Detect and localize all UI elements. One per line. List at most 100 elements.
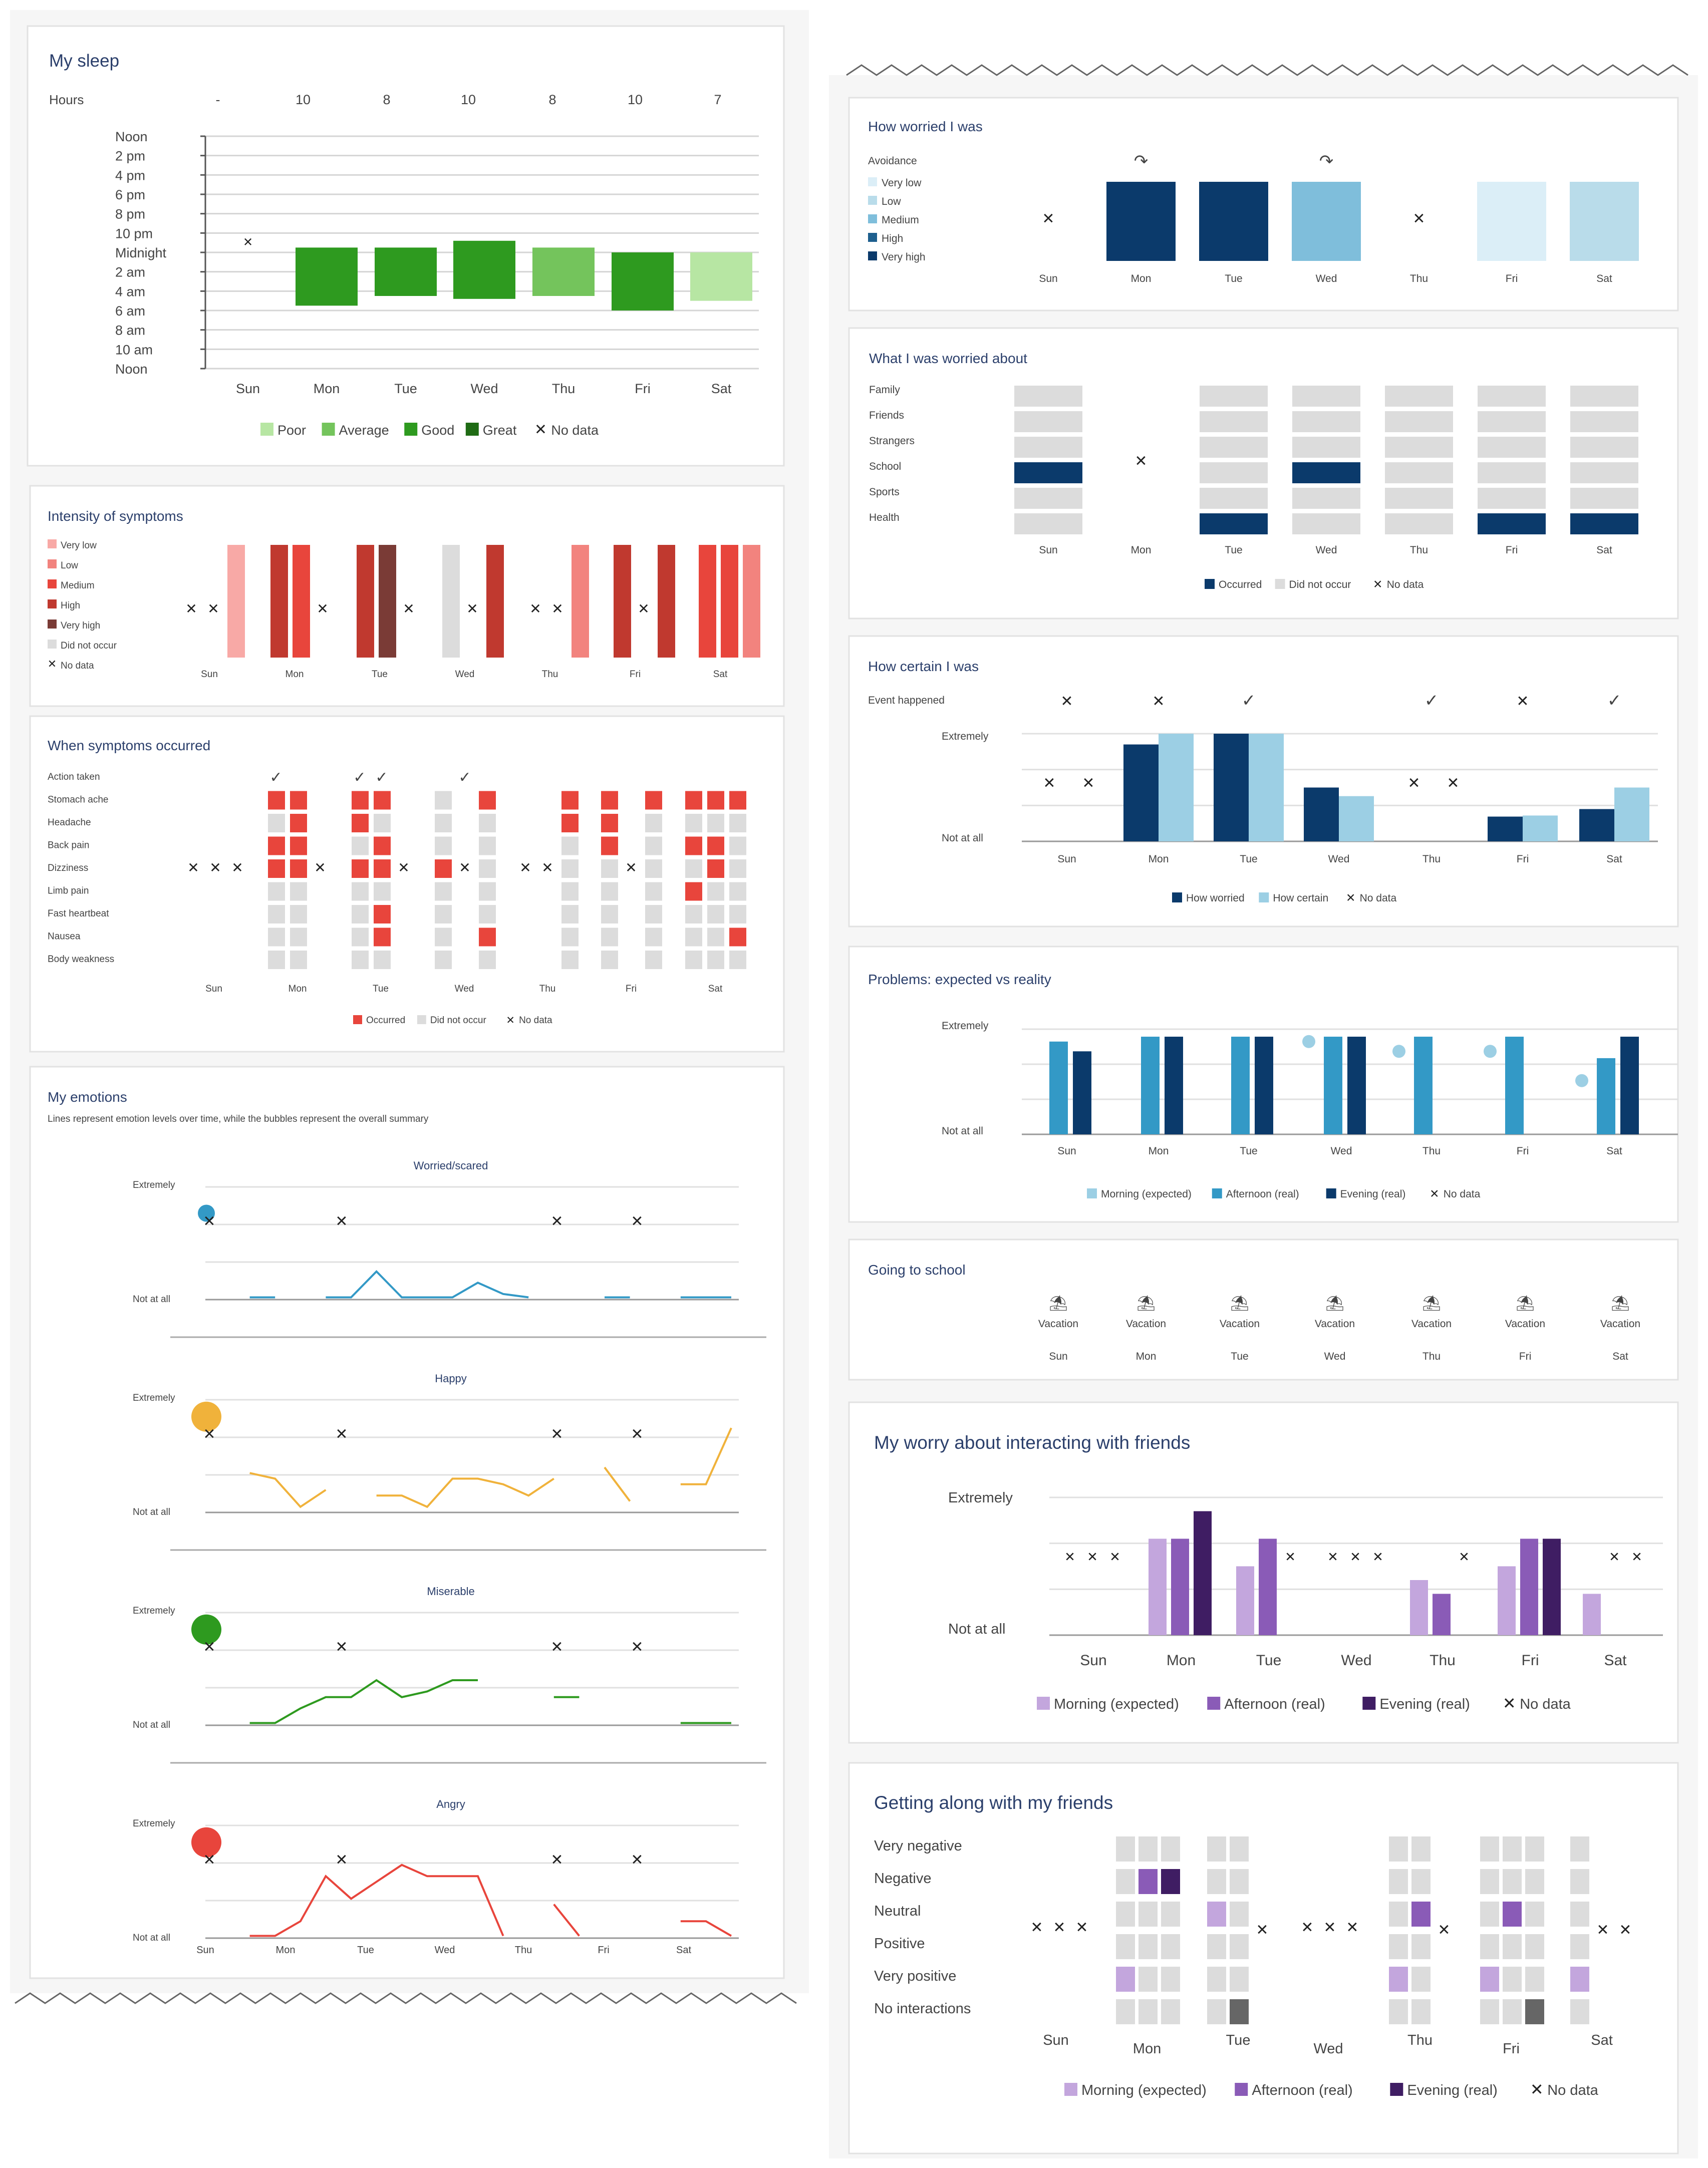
getting-along-day-label-Thu: Thu bbox=[1407, 2032, 1433, 2048]
afternoon-real-bar-Wed bbox=[1324, 1037, 1342, 1134]
intensity-legend-label-4: Very high bbox=[61, 621, 100, 631]
emotion-line-0 bbox=[326, 1270, 529, 1299]
emotion-not-at-all-label: Not at all bbox=[133, 1294, 170, 1305]
emotion-summary-bubble-1 bbox=[191, 1401, 221, 1432]
emotion-summary-bubble-2 bbox=[191, 1614, 221, 1645]
legend-no-data-icon: ✕ bbox=[1373, 578, 1382, 591]
getting-along-cell bbox=[1503, 1869, 1522, 1894]
intensity-bar-Tue-0 bbox=[357, 545, 374, 658]
occurrence-cell bbox=[685, 836, 702, 855]
occurrence-cell bbox=[729, 836, 746, 855]
legend-swatch-0 bbox=[1064, 2083, 1077, 2096]
worry-legend-swatch-0 bbox=[868, 177, 877, 186]
occurrence-cell bbox=[352, 882, 369, 901]
occurrence-cell bbox=[435, 882, 452, 901]
sleep-hours-Tue: 8 bbox=[383, 92, 390, 107]
event-happened-check-icon: ✓ bbox=[1242, 691, 1256, 710]
occurrence-cell bbox=[435, 951, 452, 969]
occurrence-cell bbox=[290, 905, 307, 923]
intensity-bar-Fri-0 bbox=[614, 545, 631, 658]
emotion-day-label-Sat: Sat bbox=[676, 1945, 691, 1956]
occurrence-cell bbox=[729, 905, 746, 923]
occurrence-cell bbox=[685, 927, 702, 947]
getting-along-cell bbox=[1525, 1869, 1544, 1894]
occurrence-cell bbox=[561, 951, 579, 969]
worry-topic-label-1: Friends bbox=[869, 410, 904, 421]
occurrence-cell bbox=[729, 927, 746, 947]
intensity-no-data-icon: ✕ bbox=[638, 600, 649, 617]
worry-topic-label-0: Family bbox=[869, 384, 900, 396]
occurrence-cell bbox=[561, 905, 579, 923]
legend-swatch-1 bbox=[1235, 2083, 1248, 2096]
symptom-intensity-legend: Very low Low Medium High Very high Did not oc… bbox=[48, 539, 117, 671]
occurrence-cell bbox=[435, 859, 452, 878]
school-day-label-Sun: Sun bbox=[1049, 1351, 1067, 1362]
sleep-bar-Wed bbox=[453, 240, 515, 299]
legend-swatch-1 bbox=[1212, 1188, 1222, 1198]
sleep-hours-label: Hours bbox=[49, 92, 84, 107]
occurrence-day-label-Tue: Tue bbox=[373, 984, 389, 994]
legend-swatch-1 bbox=[1259, 892, 1269, 902]
legend-no-data-icon: ✕ bbox=[506, 1014, 515, 1026]
intensity-no-data-icon: ✕ bbox=[466, 600, 478, 617]
intensity-legend-label-1: Low bbox=[61, 560, 78, 571]
vacation-icon: ⛱ bbox=[1325, 1295, 1344, 1312]
emotion-no-data-icon: ✕ bbox=[203, 1426, 215, 1443]
sleep-time-label: Noon bbox=[115, 362, 148, 377]
how-certain-bar-Tue bbox=[1249, 734, 1284, 841]
intensity-legend-swatch-3 bbox=[48, 599, 57, 608]
intensity-legend-swatch-1 bbox=[48, 559, 57, 568]
action-taken-check-icon: ✓ bbox=[458, 769, 471, 786]
occurrence-cell bbox=[707, 905, 724, 923]
evening-real-bar-Wed bbox=[1347, 1037, 1366, 1134]
school-day-label-Sat: Sat bbox=[1612, 1351, 1628, 1362]
occurrence-cell bbox=[729, 859, 746, 878]
intensity-bar-Sat-1 bbox=[721, 545, 738, 658]
worry-topic-cell bbox=[1478, 411, 1546, 432]
legend-no-data-icon: ✕ bbox=[1430, 1188, 1439, 1201]
getting-along-cell bbox=[1389, 1934, 1408, 1959]
occurrence-cell bbox=[707, 882, 724, 901]
problems-title: Problems: expected vs reality bbox=[868, 972, 1051, 987]
occurrence-cell bbox=[601, 814, 618, 832]
sleep-hours-Sun: - bbox=[216, 92, 220, 107]
worry-topic-label-2: Strangers bbox=[869, 435, 915, 447]
worry-day-label-Sun: Sun bbox=[1039, 273, 1057, 284]
emotion-day-label-Wed: Wed bbox=[435, 1945, 455, 1956]
occurrence-cell bbox=[645, 905, 662, 923]
certain-no-data-icon: ✕ bbox=[1447, 775, 1459, 792]
occurrence-cell bbox=[479, 814, 496, 832]
legend-label-2: No data bbox=[1360, 892, 1397, 904]
emotion-extremely-label: Extremely bbox=[133, 1818, 175, 1829]
occurrence-cell bbox=[374, 791, 391, 810]
occurrence-cell bbox=[601, 859, 618, 878]
occurrence-day-label-Thu: Thu bbox=[539, 984, 556, 994]
getting-along-cell bbox=[1138, 1869, 1158, 1894]
occurrence-cell bbox=[290, 814, 307, 832]
worry-no-data-icon: ✕ bbox=[1042, 210, 1054, 228]
getting-along-cell bbox=[1230, 1999, 1249, 2024]
getting-along-cell bbox=[1138, 1934, 1158, 1959]
getting-along-cell bbox=[1116, 1967, 1135, 1992]
getting-along-cell bbox=[1389, 1967, 1408, 1992]
legend-label-0: Occurred bbox=[1219, 579, 1262, 590]
occurrence-cell bbox=[479, 791, 496, 810]
friends-worry-no-data-icon: ✕ bbox=[1064, 1550, 1075, 1565]
getting-along-cell bbox=[1480, 1934, 1499, 1959]
worry-topic-day-label-Fri: Fri bbox=[1506, 544, 1518, 556]
how-worried-bar-Fri bbox=[1488, 816, 1523, 841]
card-my-sleep bbox=[27, 25, 785, 467]
afternoon-real-bar-Sat bbox=[1597, 1058, 1615, 1134]
sleep-time-label: 2 am bbox=[115, 265, 145, 280]
certain-day-label-Mon: Mon bbox=[1149, 853, 1169, 865]
intensity-legend-swatch-4 bbox=[48, 620, 57, 629]
friends-worry-no-data-icon: ✕ bbox=[1109, 1550, 1120, 1565]
getting-along-day-label-Mon: Mon bbox=[1133, 2041, 1161, 2057]
certain-not-at-all-label: Not at all bbox=[942, 832, 983, 844]
occurrence-cell bbox=[352, 859, 369, 878]
intensity-day-label-Mon: Mon bbox=[286, 669, 304, 680]
school-title: Going to school bbox=[868, 1262, 966, 1278]
occurrence-cell bbox=[268, 791, 285, 810]
friends-worry-bar-Mon-1 bbox=[1171, 1538, 1189, 1635]
occurrence-cell bbox=[435, 905, 452, 923]
